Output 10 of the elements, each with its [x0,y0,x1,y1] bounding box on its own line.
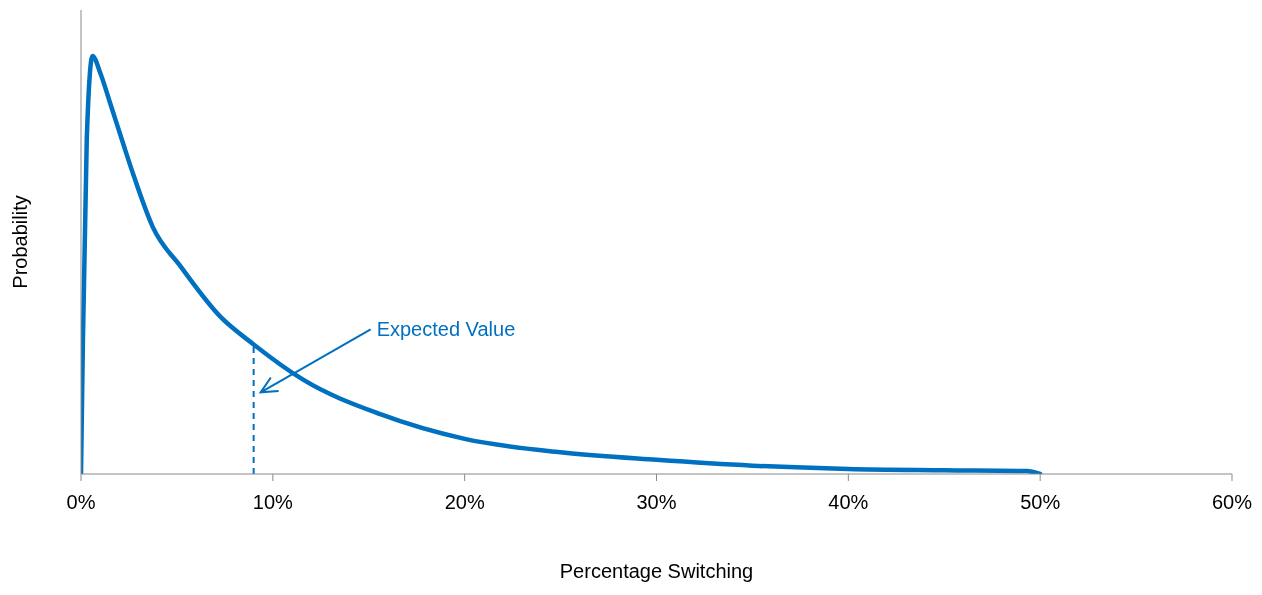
x-tick-label: 60% [1211,491,1253,514]
x-tick-label: 10% [252,491,294,514]
annotation: Expected Value [376,318,516,341]
x-tick-label: 20% [444,491,485,514]
y-axis-title: Probability [9,195,32,289]
x-tick-label: 40% [828,491,869,514]
x-tick-label: 0% [66,491,96,514]
x-tick-label: 30% [636,491,677,514]
x-axis-title: Percentage Switching [559,560,754,582]
x-tick-label: 50% [1020,491,1061,514]
